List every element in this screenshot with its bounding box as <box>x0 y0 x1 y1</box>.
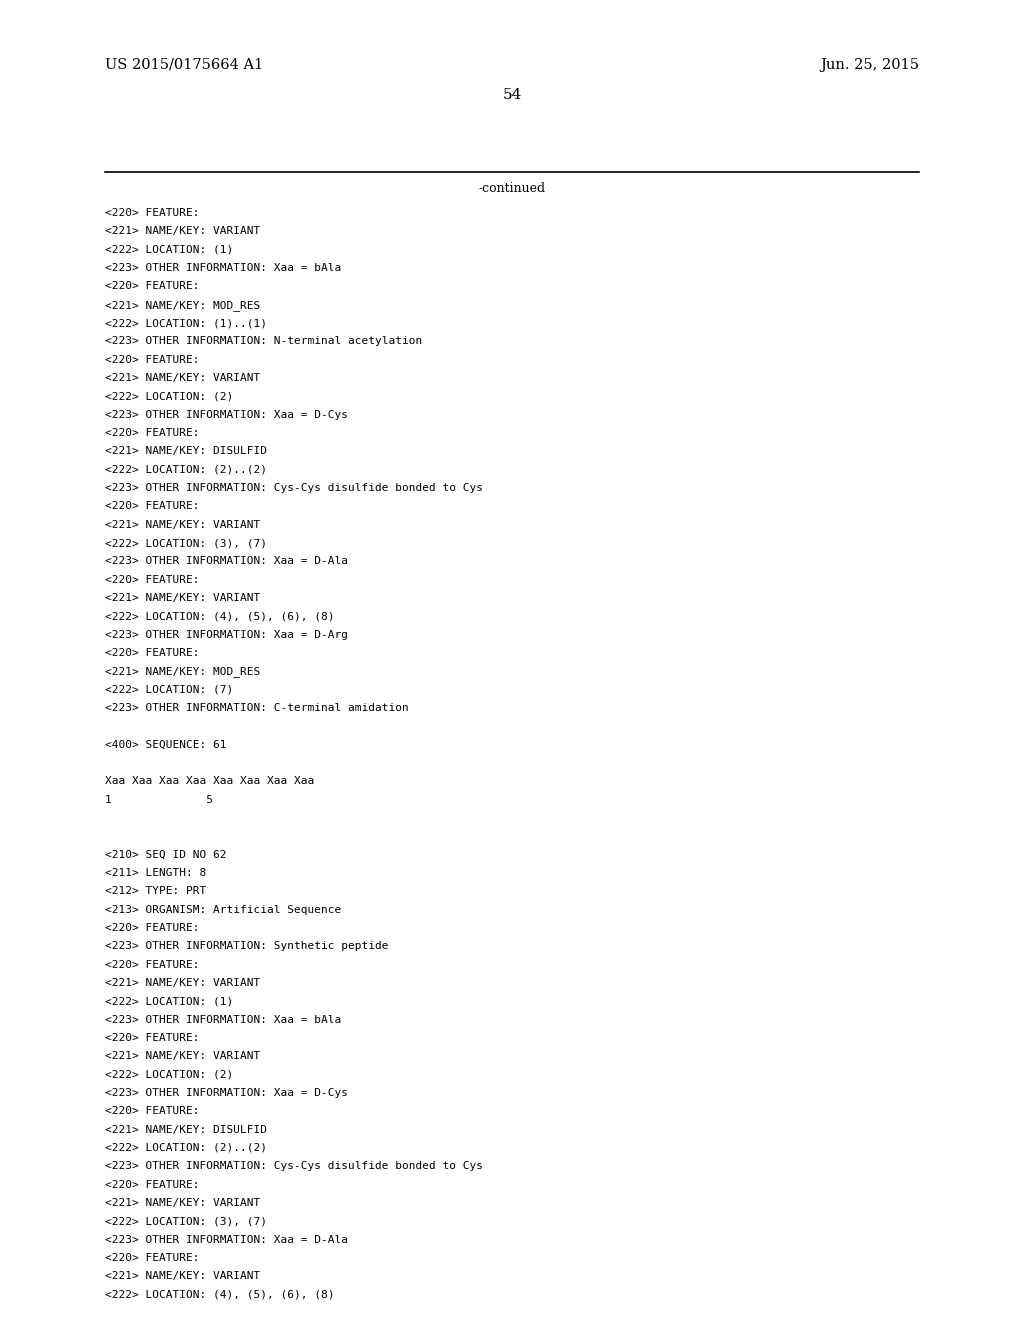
Text: <220> FEATURE:: <220> FEATURE: <box>105 355 200 364</box>
Text: <221> NAME/KEY: VARIANT: <221> NAME/KEY: VARIANT <box>105 226 260 236</box>
Text: <223> OTHER INFORMATION: Xaa = D-Arg: <223> OTHER INFORMATION: Xaa = D-Arg <box>105 630 348 640</box>
Text: <220> FEATURE:: <220> FEATURE: <box>105 281 200 292</box>
Text: <212> TYPE: PRT: <212> TYPE: PRT <box>105 886 206 896</box>
Text: <400> SEQUENCE: 61: <400> SEQUENCE: 61 <box>105 739 226 750</box>
Text: <223> OTHER INFORMATION: Xaa = D-Ala: <223> OTHER INFORMATION: Xaa = D-Ala <box>105 1234 348 1245</box>
Text: <220> FEATURE:: <220> FEATURE: <box>105 428 200 438</box>
Text: <221> NAME/KEY: VARIANT: <221> NAME/KEY: VARIANT <box>105 978 260 987</box>
Text: <222> LOCATION: (1): <222> LOCATION: (1) <box>105 997 233 1006</box>
Text: <221> NAME/KEY: MOD_RES: <221> NAME/KEY: MOD_RES <box>105 300 260 310</box>
Text: <221> NAME/KEY: VARIANT: <221> NAME/KEY: VARIANT <box>105 1271 260 1282</box>
Text: <222> LOCATION: (4), (5), (6), (8): <222> LOCATION: (4), (5), (6), (8) <box>105 1290 335 1300</box>
Text: -continued: -continued <box>478 182 546 195</box>
Text: <222> LOCATION: (2): <222> LOCATION: (2) <box>105 1069 233 1080</box>
Text: <221> NAME/KEY: MOD_RES: <221> NAME/KEY: MOD_RES <box>105 667 260 677</box>
Text: <210> SEQ ID NO 62: <210> SEQ ID NO 62 <box>105 850 226 859</box>
Text: <220> FEATURE:: <220> FEATURE: <box>105 209 200 218</box>
Text: Xaa Xaa Xaa Xaa Xaa Xaa Xaa Xaa: Xaa Xaa Xaa Xaa Xaa Xaa Xaa Xaa <box>105 776 314 787</box>
Text: <223> OTHER INFORMATION: Xaa = D-Cys: <223> OTHER INFORMATION: Xaa = D-Cys <box>105 409 348 420</box>
Text: <222> LOCATION: (2): <222> LOCATION: (2) <box>105 391 233 401</box>
Text: <221> NAME/KEY: VARIANT: <221> NAME/KEY: VARIANT <box>105 520 260 529</box>
Text: <221> NAME/KEY: VARIANT: <221> NAME/KEY: VARIANT <box>105 593 260 603</box>
Text: <221> NAME/KEY: VARIANT: <221> NAME/KEY: VARIANT <box>105 374 260 383</box>
Text: <213> ORGANISM: Artificial Sequence: <213> ORGANISM: Artificial Sequence <box>105 904 341 915</box>
Text: <222> LOCATION: (3), (7): <222> LOCATION: (3), (7) <box>105 1216 267 1226</box>
Text: <222> LOCATION: (2)..(2): <222> LOCATION: (2)..(2) <box>105 465 267 475</box>
Text: <222> LOCATION: (1): <222> LOCATION: (1) <box>105 244 233 255</box>
Text: Jun. 25, 2015: Jun. 25, 2015 <box>820 58 919 73</box>
Text: <220> FEATURE:: <220> FEATURE: <box>105 1253 200 1263</box>
Text: <220> FEATURE:: <220> FEATURE: <box>105 923 200 933</box>
Text: <223> OTHER INFORMATION: Xaa = bAla: <223> OTHER INFORMATION: Xaa = bAla <box>105 263 341 273</box>
Text: <220> FEATURE:: <220> FEATURE: <box>105 1034 200 1043</box>
Text: <223> OTHER INFORMATION: Cys-Cys disulfide bonded to Cys: <223> OTHER INFORMATION: Cys-Cys disulfi… <box>105 483 483 492</box>
Text: <223> OTHER INFORMATION: Cys-Cys disulfide bonded to Cys: <223> OTHER INFORMATION: Cys-Cys disulfi… <box>105 1162 483 1171</box>
Text: <223> OTHER INFORMATION: Xaa = bAla: <223> OTHER INFORMATION: Xaa = bAla <box>105 1015 341 1024</box>
Text: 54: 54 <box>503 88 521 102</box>
Text: <220> FEATURE:: <220> FEATURE: <box>105 502 200 511</box>
Text: <222> LOCATION: (1)..(1): <222> LOCATION: (1)..(1) <box>105 318 267 327</box>
Text: <222> LOCATION: (3), (7): <222> LOCATION: (3), (7) <box>105 539 267 548</box>
Text: <220> FEATURE:: <220> FEATURE: <box>105 1106 200 1117</box>
Text: <221> NAME/KEY: VARIANT: <221> NAME/KEY: VARIANT <box>105 1199 260 1208</box>
Text: <223> OTHER INFORMATION: Xaa = D-Ala: <223> OTHER INFORMATION: Xaa = D-Ala <box>105 556 348 566</box>
Text: <223> OTHER INFORMATION: Xaa = D-Cys: <223> OTHER INFORMATION: Xaa = D-Cys <box>105 1088 348 1098</box>
Text: <222> LOCATION: (7): <222> LOCATION: (7) <box>105 685 233 694</box>
Text: <222> LOCATION: (4), (5), (6), (8): <222> LOCATION: (4), (5), (6), (8) <box>105 611 335 622</box>
Text: <220> FEATURE:: <220> FEATURE: <box>105 574 200 585</box>
Text: <220> FEATURE:: <220> FEATURE: <box>105 960 200 970</box>
Text: US 2015/0175664 A1: US 2015/0175664 A1 <box>105 58 263 73</box>
Text: <223> OTHER INFORMATION: C-terminal amidation: <223> OTHER INFORMATION: C-terminal amid… <box>105 704 409 713</box>
Text: <211> LENGTH: 8: <211> LENGTH: 8 <box>105 869 206 878</box>
Text: <223> OTHER INFORMATION: Synthetic peptide: <223> OTHER INFORMATION: Synthetic pepti… <box>105 941 388 952</box>
Text: <223> OTHER INFORMATION: N-terminal acetylation: <223> OTHER INFORMATION: N-terminal acet… <box>105 337 422 346</box>
Text: <221> NAME/KEY: DISULFID: <221> NAME/KEY: DISULFID <box>105 446 267 457</box>
Text: <220> FEATURE:: <220> FEATURE: <box>105 648 200 657</box>
Text: <220> FEATURE:: <220> FEATURE: <box>105 1180 200 1189</box>
Text: <221> NAME/KEY: DISULFID: <221> NAME/KEY: DISULFID <box>105 1125 267 1135</box>
Text: <222> LOCATION: (2)..(2): <222> LOCATION: (2)..(2) <box>105 1143 267 1152</box>
Text: 1              5: 1 5 <box>105 795 213 805</box>
Text: <221> NAME/KEY: VARIANT: <221> NAME/KEY: VARIANT <box>105 1051 260 1061</box>
